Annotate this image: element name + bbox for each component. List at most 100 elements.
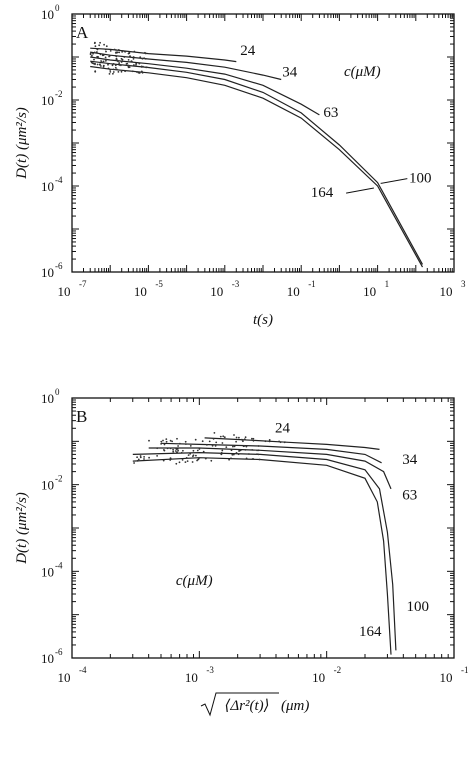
- noise-point: [162, 459, 165, 462]
- noise-point: [195, 454, 197, 457]
- noise-point: [208, 440, 211, 443]
- noise-point: [144, 57, 147, 60]
- series-line-63: [148, 447, 392, 490]
- noise-point: [169, 447, 172, 450]
- x-tick-label: 10: [58, 670, 71, 685]
- noise-point: [123, 55, 126, 58]
- noise-point: [117, 49, 120, 51]
- series-line-24: [90, 47, 237, 63]
- noise-point: [279, 441, 282, 444]
- noise-point: [213, 432, 216, 434]
- noise-point: [96, 63, 99, 66]
- noise-point: [93, 58, 95, 61]
- noise-point: [141, 57, 144, 60]
- noise-point: [114, 66, 117, 69]
- noise-point: [238, 449, 241, 452]
- noise-point: [124, 50, 127, 53]
- noise-point: [120, 70, 123, 73]
- noise-point: [89, 52, 92, 55]
- y-tick-label: 10: [41, 478, 54, 493]
- noise-point: [145, 66, 147, 69]
- noise-point: [222, 435, 225, 438]
- x-tick-label: 10: [312, 670, 325, 685]
- series-line-164: [90, 65, 424, 268]
- y-tick-label: 10: [41, 179, 54, 194]
- noise-point: [221, 442, 224, 444]
- x-tick-label: 10: [287, 284, 300, 299]
- noise-point: [94, 45, 97, 48]
- noise-point: [252, 439, 255, 442]
- noise-point: [92, 52, 94, 55]
- noise-point: [126, 62, 129, 65]
- noise-point: [192, 449, 195, 452]
- noise-point: [225, 446, 228, 448]
- noise-point: [136, 71, 138, 73]
- x-axis-label: t(s): [253, 312, 273, 328]
- noise-point: [121, 51, 123, 53]
- noise-point: [112, 72, 114, 75]
- y-tick-label: 10: [41, 265, 54, 280]
- noise-point: [135, 64, 137, 66]
- noise-point: [166, 447, 169, 450]
- noise-point: [109, 54, 111, 57]
- noise-point: [169, 439, 172, 442]
- noise-point: [185, 457, 188, 459]
- series-line-34: [160, 442, 382, 464]
- noise-point: [137, 458, 140, 461]
- noise-point: [179, 442, 181, 445]
- noise-point: [131, 60, 133, 63]
- noise-point: [257, 445, 260, 447]
- noise-point: [138, 62, 141, 65]
- noise-point: [141, 71, 144, 74]
- noise-point: [174, 450, 177, 452]
- noise-point: [98, 63, 101, 66]
- noise-point: [206, 444, 208, 446]
- y-tick-exponent: -4: [55, 175, 63, 185]
- x-tick-label: 10: [210, 284, 223, 299]
- noise-point: [184, 461, 187, 463]
- x-tick-label: 10: [440, 670, 453, 685]
- curve-label-63: 63: [323, 105, 338, 121]
- x-tick-exponent: -2: [334, 665, 342, 675]
- x-tick-exponent: 1: [385, 279, 390, 289]
- noise-point: [257, 453, 260, 456]
- y-tick-exponent: 0: [55, 3, 60, 13]
- noise-point: [118, 64, 121, 66]
- curve-label-24: 24: [275, 421, 291, 437]
- noise-point: [104, 48, 107, 51]
- noise-point: [148, 456, 151, 459]
- noise-point: [175, 448, 178, 450]
- noise-point: [251, 449, 254, 451]
- noise-point: [118, 62, 121, 64]
- noise-point: [143, 458, 145, 460]
- y-tick-label: 10: [41, 7, 54, 22]
- noise-point: [129, 55, 132, 57]
- noise-point: [185, 443, 187, 445]
- noise-point: [108, 73, 111, 75]
- noise-point: [196, 449, 199, 452]
- noise-point: [105, 45, 108, 48]
- noise-point: [221, 449, 224, 452]
- series-line-100: [90, 60, 424, 265]
- noise-point: [220, 453, 223, 456]
- noise-point: [251, 458, 254, 460]
- noise-point: [245, 457, 248, 460]
- noise-point: [210, 459, 213, 462]
- noise-point: [172, 448, 175, 451]
- noise-point: [148, 439, 150, 442]
- noise-point: [120, 57, 123, 60]
- noise-point: [177, 449, 180, 452]
- noise-point: [96, 55, 99, 58]
- noise-point: [175, 462, 178, 465]
- noise-point: [228, 458, 231, 461]
- noise-point: [223, 436, 226, 439]
- noise-point: [258, 458, 261, 461]
- curve-label-164: 164: [359, 624, 382, 640]
- noise-point: [120, 64, 122, 67]
- legend-title: c(μM): [344, 64, 381, 80]
- x-tick-exponent: -7: [79, 279, 87, 289]
- y-tick-exponent: -6: [55, 261, 63, 271]
- noise-point: [235, 452, 238, 454]
- noise-point: [103, 43, 105, 46]
- noise-point: [163, 449, 165, 451]
